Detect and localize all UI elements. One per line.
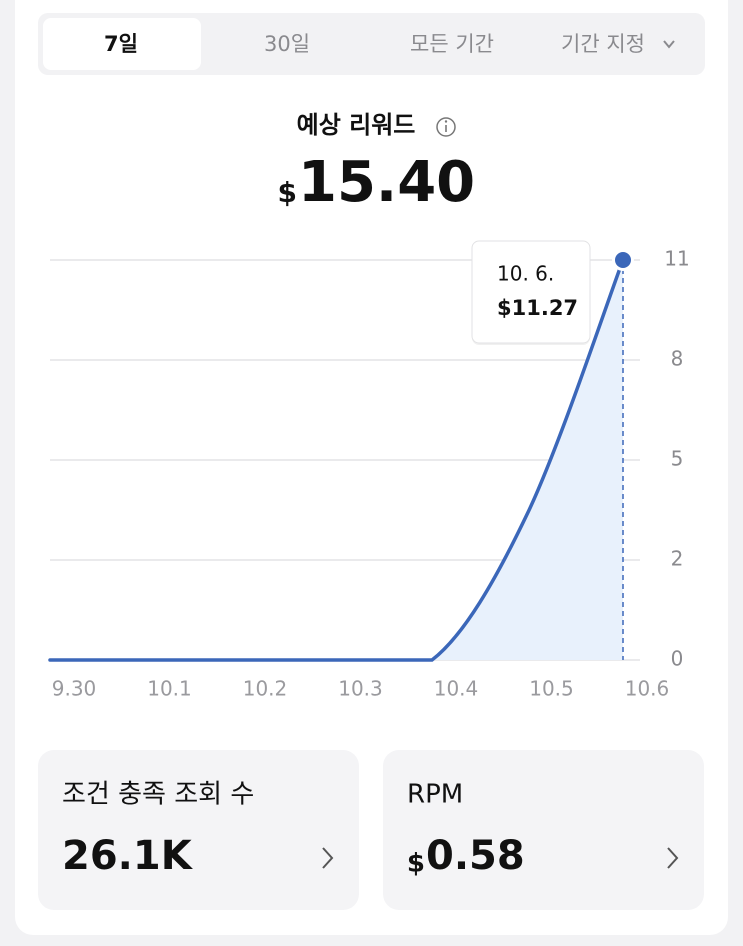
point xyxy=(615,252,631,268)
card[interactable] xyxy=(383,750,704,910)
dropdown-icon xyxy=(663,40,675,49)
x-tick-label: 10.4 xyxy=(434,677,479,701)
y-tick-label: 2 xyxy=(671,547,684,571)
tooltip-value: $11.27 xyxy=(497,296,578,320)
x-tick-label: 10.2 xyxy=(243,677,288,701)
summary-amount: 15.40 xyxy=(298,150,475,215)
x-tick-label: 10.6 xyxy=(625,677,670,701)
panel xyxy=(15,0,728,935)
tab[interactable]: 7일 xyxy=(104,32,138,56)
x-tick-label: 10.1 xyxy=(147,677,192,701)
info-icon-dot xyxy=(444,120,448,123)
y-tick-label: 5 xyxy=(671,447,684,471)
x-tick-label: 10.3 xyxy=(338,677,383,701)
summary-title: 예상 리워드 xyxy=(297,111,416,139)
card-value: 26.1K xyxy=(62,833,194,879)
line xyxy=(48,258,625,662)
card-title: 조건 충족 조회 수 xyxy=(62,780,254,810)
tooltip xyxy=(471,240,591,344)
tooltip-date: 10. 6. xyxy=(497,262,554,286)
tab[interactable]: 모든 기간 xyxy=(410,32,494,56)
x-tick-label: 10.5 xyxy=(529,677,574,701)
y-tick-label: 0 xyxy=(671,647,684,671)
card[interactable] xyxy=(38,750,359,910)
chevron xyxy=(667,847,679,869)
area xyxy=(50,260,623,660)
chart: 0 2 5 8 11 9.30 10.1 10.2 10.3 10.4 10.5 10.6 10. 6.… xyxy=(48,240,690,701)
card-title: RPM xyxy=(407,780,463,810)
info-icon[interactable] xyxy=(436,117,456,137)
y-tick-label: 8 xyxy=(671,347,684,371)
chevron xyxy=(322,847,334,869)
card-value: 0.58 xyxy=(426,833,525,879)
currency: $ xyxy=(278,176,297,209)
tab-selected-bg xyxy=(43,18,201,70)
x-tick-label: 9.30 xyxy=(52,677,97,701)
tab[interactable]: 30일 xyxy=(264,32,310,56)
tab[interactable]: 기간 지정 xyxy=(561,32,645,56)
y-tick-label: 11 xyxy=(664,247,689,271)
currency: $ xyxy=(407,849,425,879)
tab-bar xyxy=(38,13,705,75)
